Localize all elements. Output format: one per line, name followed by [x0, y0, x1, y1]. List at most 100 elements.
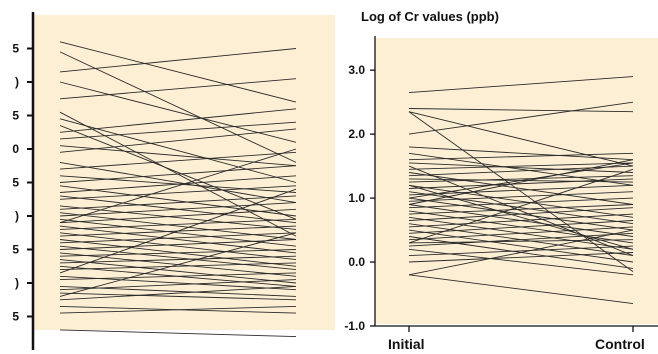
left-y-tick-label: 5 — [12, 310, 19, 324]
right-series-line — [408, 101, 634, 135]
right-series-line — [408, 165, 634, 177]
left-series-line — [59, 272, 297, 281]
left-y-tick-label: 5 — [12, 109, 19, 123]
left-series-line — [59, 255, 297, 264]
left-series-line — [59, 185, 297, 200]
left-series-lines — [59, 41, 297, 338]
left-y-ticks: 5) 5) 5 0 5) 5 — [12, 42, 33, 324]
right-series-line — [408, 207, 634, 221]
left-series-line — [59, 41, 297, 103]
right-series-line — [408, 152, 634, 186]
left-series-line — [59, 285, 297, 301]
right-y-tick-label: -1.0 — [344, 319, 365, 333]
right-series-line — [408, 229, 634, 276]
right-series-line — [408, 162, 634, 173]
right-series-line — [408, 197, 634, 209]
right-series-line — [408, 76, 634, 94]
left-y-tick-label: 0 — [12, 142, 19, 156]
left-series-line — [59, 121, 297, 140]
left-series-line — [59, 279, 297, 291]
right-chart: Log of Cr values (ppb) -1.00.01.02.03.0 … — [344, 9, 658, 352]
left-series-line — [59, 225, 297, 254]
left-series-line — [59, 81, 297, 143]
right-series-line — [408, 178, 634, 189]
left-series-line — [59, 175, 297, 193]
left-y-tick-label: ) — [15, 276, 19, 290]
right-y-tick-label: 0.0 — [348, 255, 365, 269]
left-series-line — [59, 48, 297, 73]
right-series-line — [408, 274, 634, 305]
left-series-line — [59, 125, 297, 220]
left-y-tick-label: ) — [15, 209, 19, 223]
right-y-tick-label: 3.0 — [348, 63, 365, 77]
right-series-line — [408, 165, 634, 257]
left-series-line — [59, 232, 297, 244]
left-series-line — [59, 148, 297, 224]
left-series-line — [59, 51, 297, 163]
left-y-tick-label: ) — [15, 75, 19, 89]
right-series-line — [408, 162, 634, 170]
right-series-line — [408, 229, 634, 263]
left-y-tick-label: 5 — [12, 176, 19, 190]
left-series-line — [59, 232, 297, 297]
x-category-initial: Initial — [388, 336, 425, 352]
right-series-line — [408, 245, 634, 257]
right-series-lines — [408, 76, 634, 305]
left-series-line — [59, 128, 297, 153]
right-series-line — [408, 184, 634, 196]
left-series-line — [59, 111, 297, 237]
left-series-line — [59, 239, 297, 250]
right-series-line — [408, 232, 634, 247]
left-series-line — [59, 305, 297, 314]
right-series-line — [408, 168, 634, 244]
left-series-line — [59, 185, 297, 217]
right-y-tick-label: 2.0 — [348, 127, 365, 141]
right-x-ticks — [408, 326, 634, 332]
left-series-line — [59, 188, 297, 274]
left-series-line — [59, 212, 297, 240]
right-series-line — [408, 191, 634, 202]
left-series-line — [59, 161, 297, 204]
left-y-tick-label: 5 — [12, 42, 19, 56]
left-series-line — [59, 218, 297, 230]
right-series-line — [408, 111, 634, 272]
left-series-line — [59, 262, 297, 271]
right-series-line — [408, 172, 634, 205]
left-series-line — [59, 232, 297, 261]
left-y-tick-label: 5 — [12, 243, 19, 257]
left-series-line — [59, 205, 297, 230]
right-series-line — [408, 159, 634, 205]
right-series-line — [408, 226, 634, 241]
left-series-line — [59, 245, 297, 271]
left-series-line — [59, 329, 297, 338]
left-series-line — [59, 259, 297, 284]
left-series-line — [59, 108, 297, 133]
left-series-line — [59, 195, 297, 210]
left-series-line — [59, 202, 297, 217]
right-series-line — [408, 213, 634, 228]
right-series-line — [408, 220, 634, 234]
right-series-line — [408, 204, 634, 215]
left-series-line — [59, 78, 297, 100]
right-series-line — [408, 248, 634, 276]
left-series-line — [59, 249, 297, 257]
x-category-control: Control — [595, 336, 645, 352]
right-chart-title: Log of Cr values (ppb) — [361, 9, 499, 24]
right-series-line — [408, 108, 634, 113]
left-series-line — [59, 118, 297, 183]
right-series-line — [408, 184, 634, 218]
right-y-ticks: -1.0 0.0 1.0 2.0 3.0 — [344, 63, 375, 333]
left-series-line — [59, 145, 297, 167]
left-series-line — [59, 151, 297, 170]
right-y-tick-label: 1.0 — [348, 191, 365, 205]
right-series-line — [408, 162, 634, 199]
left-chart: 5) 5) 5 0 5) 5 — [12, 12, 335, 350]
left-series-line — [59, 208, 297, 224]
right-series-line — [408, 252, 634, 263]
left-series-line — [59, 218, 297, 247]
right-series-line — [408, 111, 634, 167]
left-series-line — [59, 292, 297, 301]
right-series-line — [408, 146, 634, 161]
right-series-line — [408, 184, 634, 250]
